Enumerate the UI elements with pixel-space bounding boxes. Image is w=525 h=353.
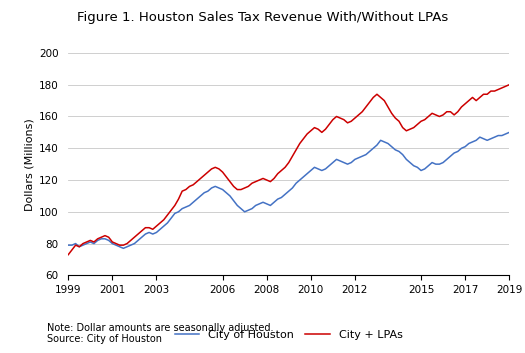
City of Houston <box>256 202 262 206</box>
City of Houston <box>109 241 116 246</box>
Text: Figure 1. Houston Sales Tax Revenue With/Without LPAs: Figure 1. Houston Sales Tax Revenue With… <box>77 11 448 24</box>
City of Houston <box>344 162 351 166</box>
City + LPAs <box>363 105 369 109</box>
Text: Note: Dollar amounts are seasonally adjusted.: Note: Dollar amounts are seasonally adju… <box>47 323 274 333</box>
City of Houston <box>506 130 512 134</box>
Legend: City of Houston, City + LPAs: City of Houston, City + LPAs <box>175 330 403 340</box>
City + LPAs <box>65 253 71 257</box>
Y-axis label: Dollars (Millions): Dollars (Millions) <box>25 118 35 210</box>
City + LPAs <box>506 83 512 87</box>
City of Houston <box>366 149 373 154</box>
City of Houston <box>172 211 178 215</box>
City of Houston <box>480 137 487 141</box>
City + LPAs <box>253 179 259 184</box>
Line: City + LPAs: City + LPAs <box>68 85 509 255</box>
City of Houston <box>65 243 71 247</box>
Line: City of Houston: City of Houston <box>68 132 509 249</box>
Text: Source: City of Houston: Source: City of Houston <box>47 334 162 343</box>
City + LPAs <box>168 208 174 212</box>
City of Houston <box>120 246 127 251</box>
City + LPAs <box>341 118 347 122</box>
City + LPAs <box>109 240 116 244</box>
City + LPAs <box>477 95 483 100</box>
